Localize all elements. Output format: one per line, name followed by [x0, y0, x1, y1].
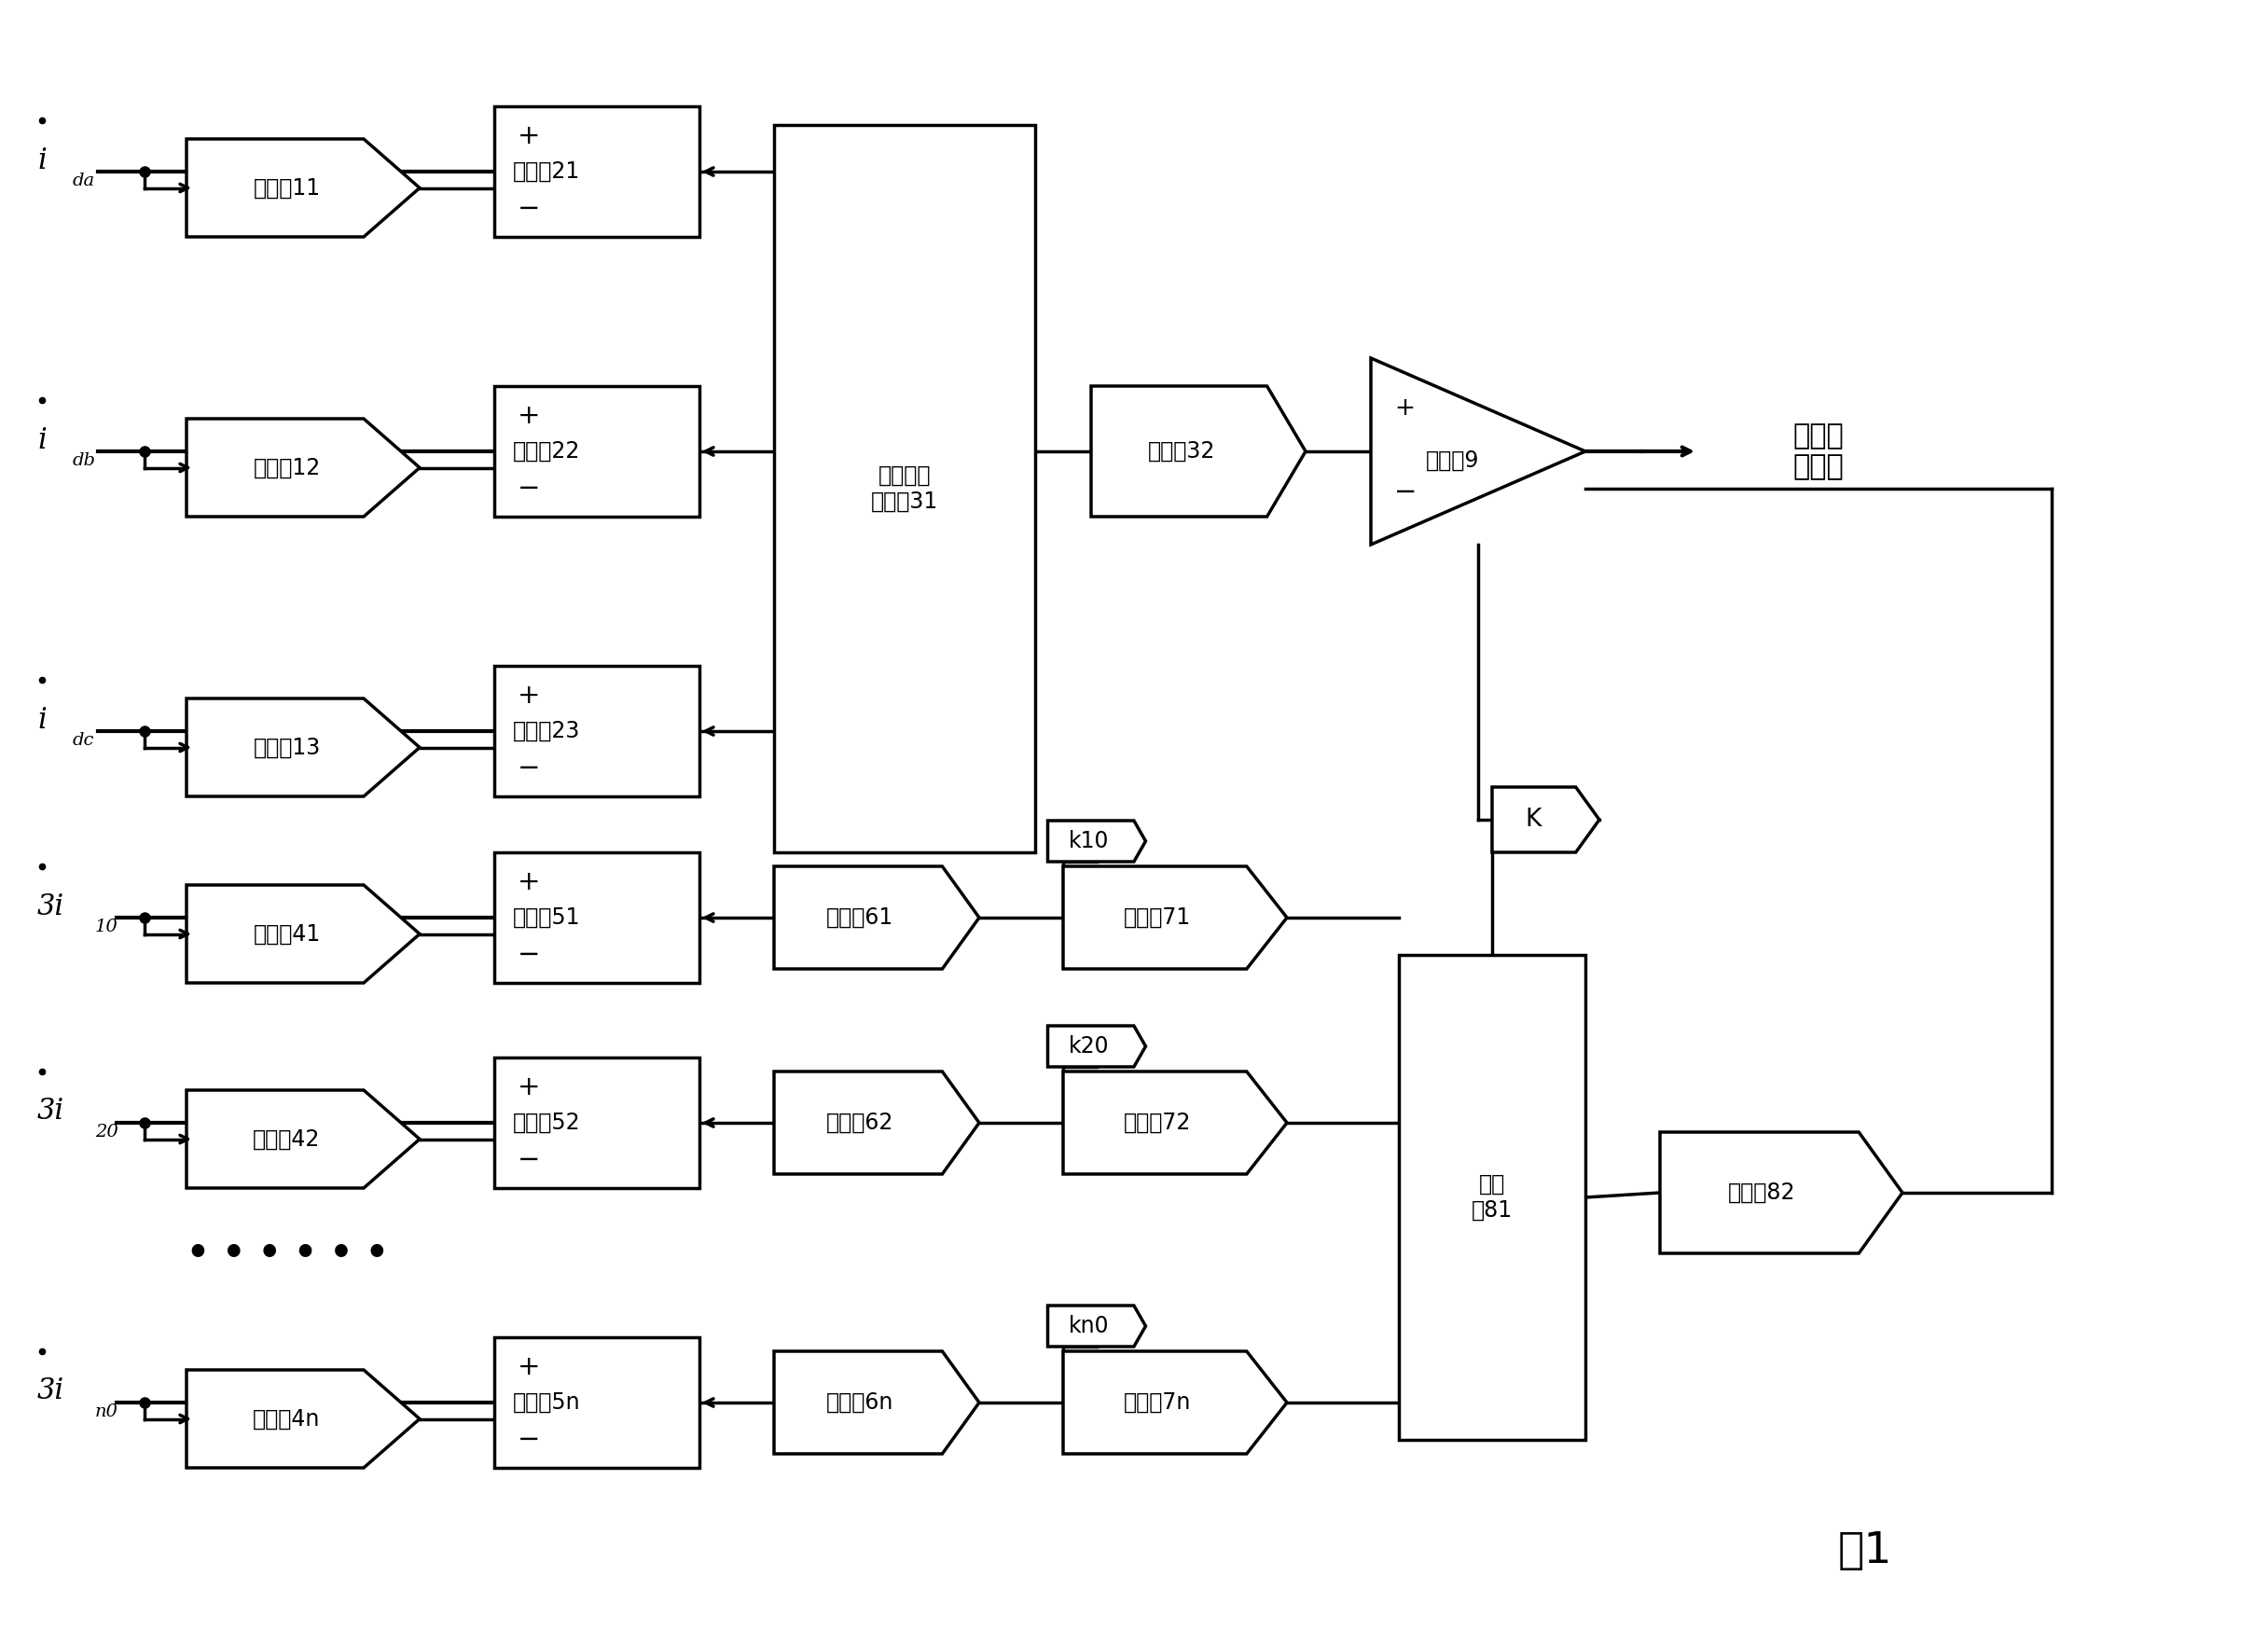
Polygon shape: [773, 867, 980, 969]
Text: i: i: [36, 146, 45, 174]
Text: +: +: [517, 683, 540, 709]
Polygon shape: [1370, 359, 1585, 544]
Text: kn0: kn0: [1068, 1314, 1109, 1337]
Text: −: −: [517, 1147, 540, 1173]
Text: 减法器5n: 减法器5n: [513, 1392, 581, 1413]
Polygon shape: [1492, 786, 1599, 852]
Bar: [773, 125, 1034, 852]
Bar: [494, 666, 699, 796]
Text: 乘法器72: 乘法器72: [1123, 1112, 1191, 1133]
Text: 3i: 3i: [36, 1377, 64, 1406]
Polygon shape: [186, 138, 420, 237]
Bar: [494, 387, 699, 517]
Text: −: −: [1395, 479, 1418, 505]
Bar: [494, 107, 699, 237]
Text: 乘法器71: 乘法器71: [1123, 906, 1191, 929]
Text: +: +: [517, 1074, 540, 1101]
Text: −: −: [517, 196, 540, 222]
Text: K: K: [1524, 808, 1540, 832]
Text: 20: 20: [95, 1124, 118, 1140]
Text: 三相制
动信号: 三相制 动信号: [1794, 423, 1844, 480]
Text: 记忆器42: 记忆器42: [254, 1128, 320, 1150]
Text: +: +: [1395, 396, 1415, 421]
Text: 记忆器4n: 记忆器4n: [254, 1408, 320, 1430]
Text: k10: k10: [1068, 831, 1109, 852]
Text: k20: k20: [1068, 1035, 1109, 1058]
Text: +: +: [517, 869, 540, 895]
Polygon shape: [1064, 867, 1286, 969]
Text: da: da: [73, 173, 95, 189]
Text: i: i: [36, 706, 45, 734]
Text: n0: n0: [95, 1403, 118, 1420]
Text: 加法
器81: 加法 器81: [1472, 1173, 1513, 1222]
Bar: [494, 1337, 699, 1467]
Polygon shape: [1048, 1306, 1145, 1347]
Text: 3i: 3i: [36, 1097, 64, 1127]
Text: 乘法器82: 乘法器82: [1728, 1181, 1796, 1204]
Text: +: +: [517, 403, 540, 429]
Text: 滤波器32: 滤波器32: [1148, 441, 1216, 462]
Polygon shape: [186, 1091, 420, 1188]
Text: 记忆器12: 记忆器12: [254, 456, 320, 479]
Text: i: i: [36, 426, 45, 454]
Text: 乘法器7n: 乘法器7n: [1123, 1392, 1191, 1413]
Text: 10: 10: [95, 918, 118, 936]
Polygon shape: [773, 1071, 980, 1175]
Text: +: +: [517, 123, 540, 150]
Bar: [494, 852, 699, 984]
Polygon shape: [186, 885, 420, 984]
Text: −: −: [517, 475, 540, 502]
Text: db: db: [73, 452, 95, 469]
Polygon shape: [186, 1370, 420, 1467]
Bar: [494, 1058, 699, 1188]
Polygon shape: [1091, 387, 1306, 517]
Polygon shape: [1048, 821, 1145, 862]
Polygon shape: [186, 699, 420, 796]
Polygon shape: [186, 419, 420, 517]
Polygon shape: [1048, 1026, 1145, 1068]
Text: dc: dc: [73, 732, 95, 748]
Text: 减法器23: 减法器23: [513, 721, 581, 742]
Text: 图1: 图1: [1837, 1531, 1892, 1573]
Text: −: −: [517, 755, 540, 781]
Polygon shape: [773, 1351, 980, 1454]
Text: 记忆器11: 记忆器11: [254, 176, 320, 199]
Polygon shape: [1660, 1132, 1903, 1253]
Text: +: +: [517, 1354, 540, 1380]
Text: 减法器52: 减法器52: [513, 1112, 581, 1133]
Text: 滤波器61: 滤波器61: [826, 906, 894, 929]
Text: 减法器21: 减法器21: [513, 161, 581, 183]
Polygon shape: [1064, 1351, 1286, 1454]
Polygon shape: [1064, 1071, 1286, 1175]
Text: 减法器51: 减法器51: [513, 906, 581, 929]
Text: 基波正序
滤过器31: 基波正序 滤过器31: [871, 464, 939, 513]
Text: −: −: [517, 1426, 540, 1453]
Text: 3i: 3i: [36, 892, 64, 921]
Text: 滤波器62: 滤波器62: [826, 1112, 894, 1133]
Text: 记忆器41: 记忆器41: [254, 923, 320, 946]
Text: • • • • • •: • • • • • •: [186, 1235, 388, 1272]
Text: 比较器9: 比较器9: [1427, 449, 1479, 472]
Text: 减法器22: 减法器22: [513, 441, 581, 462]
Text: −: −: [517, 943, 540, 967]
Text: 记忆器13: 记忆器13: [254, 737, 320, 758]
Text: 滤波器6n: 滤波器6n: [826, 1392, 894, 1413]
Bar: [1399, 954, 1585, 1439]
